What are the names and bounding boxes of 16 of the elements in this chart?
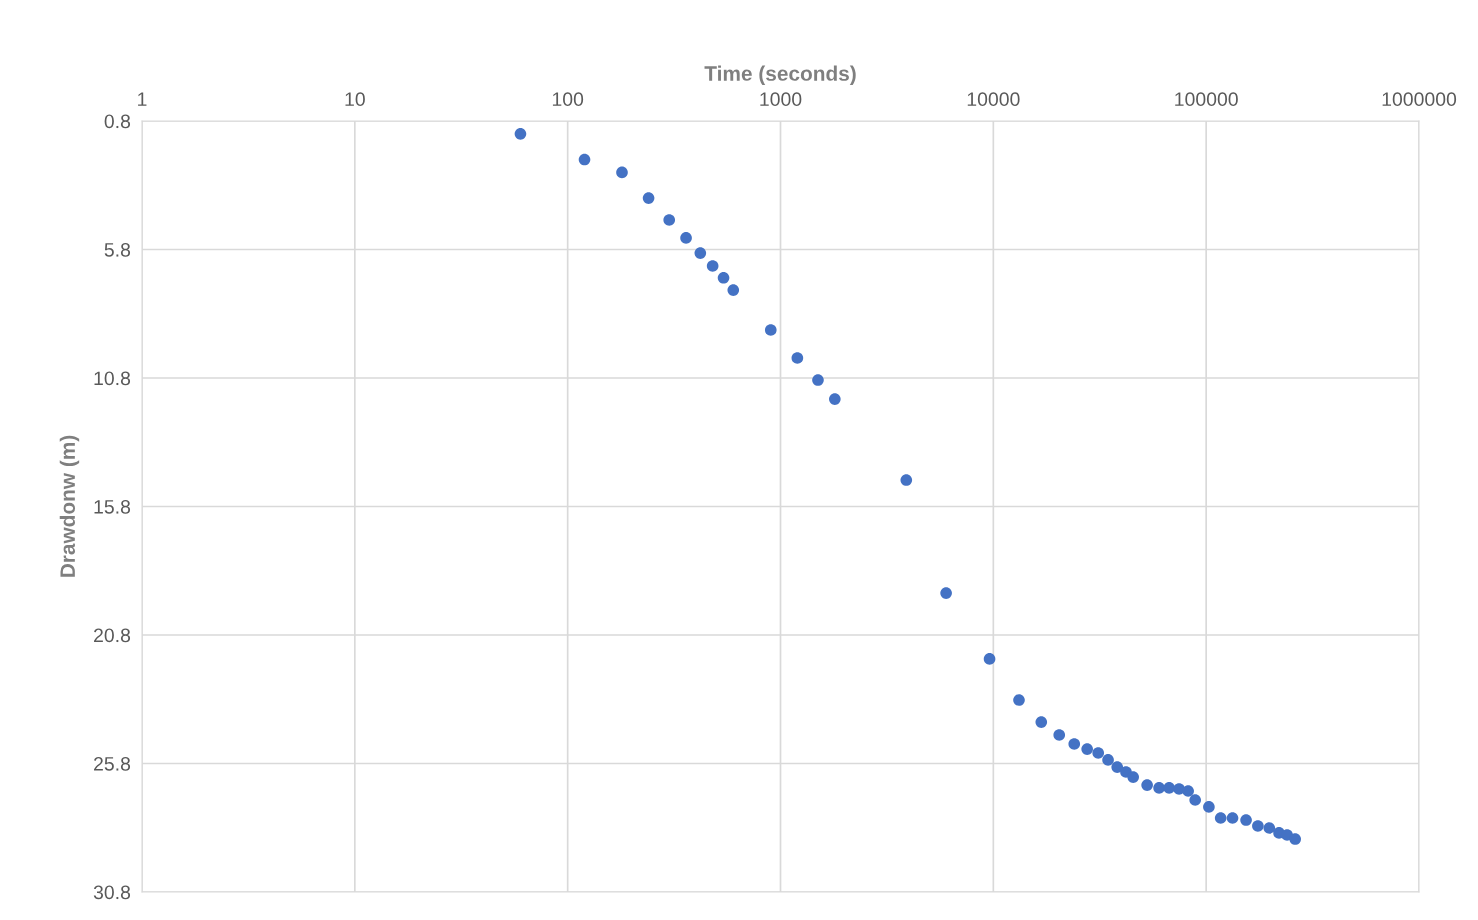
y-axis-title: Drawdonw (m) bbox=[59, 435, 80, 577]
y-tick-label: 0.8 bbox=[104, 114, 131, 129]
x-tick-label: 1 bbox=[138, 92, 147, 106]
x-tick-label: 10000 bbox=[967, 92, 1020, 107]
x-tick-label: 100000 bbox=[1175, 92, 1238, 107]
x-axis-title: Time (seconds) bbox=[704, 65, 856, 85]
y-tick-label: 25.8 bbox=[94, 756, 131, 771]
x-tick-label: 1000 bbox=[760, 92, 802, 107]
y-tick-label: 30.8 bbox=[93, 885, 131, 900]
y-tick-label: 5.8 bbox=[104, 242, 131, 257]
x-tick-label: 1000000 bbox=[1382, 92, 1457, 107]
x-tick-label: 10 bbox=[345, 92, 365, 107]
x-tick-label: 100 bbox=[552, 92, 584, 107]
y-tick-label: 15.8 bbox=[94, 499, 131, 514]
y-tick-label: 10.8 bbox=[94, 371, 131, 386]
y-tick-label: 20.8 bbox=[94, 628, 131, 643]
